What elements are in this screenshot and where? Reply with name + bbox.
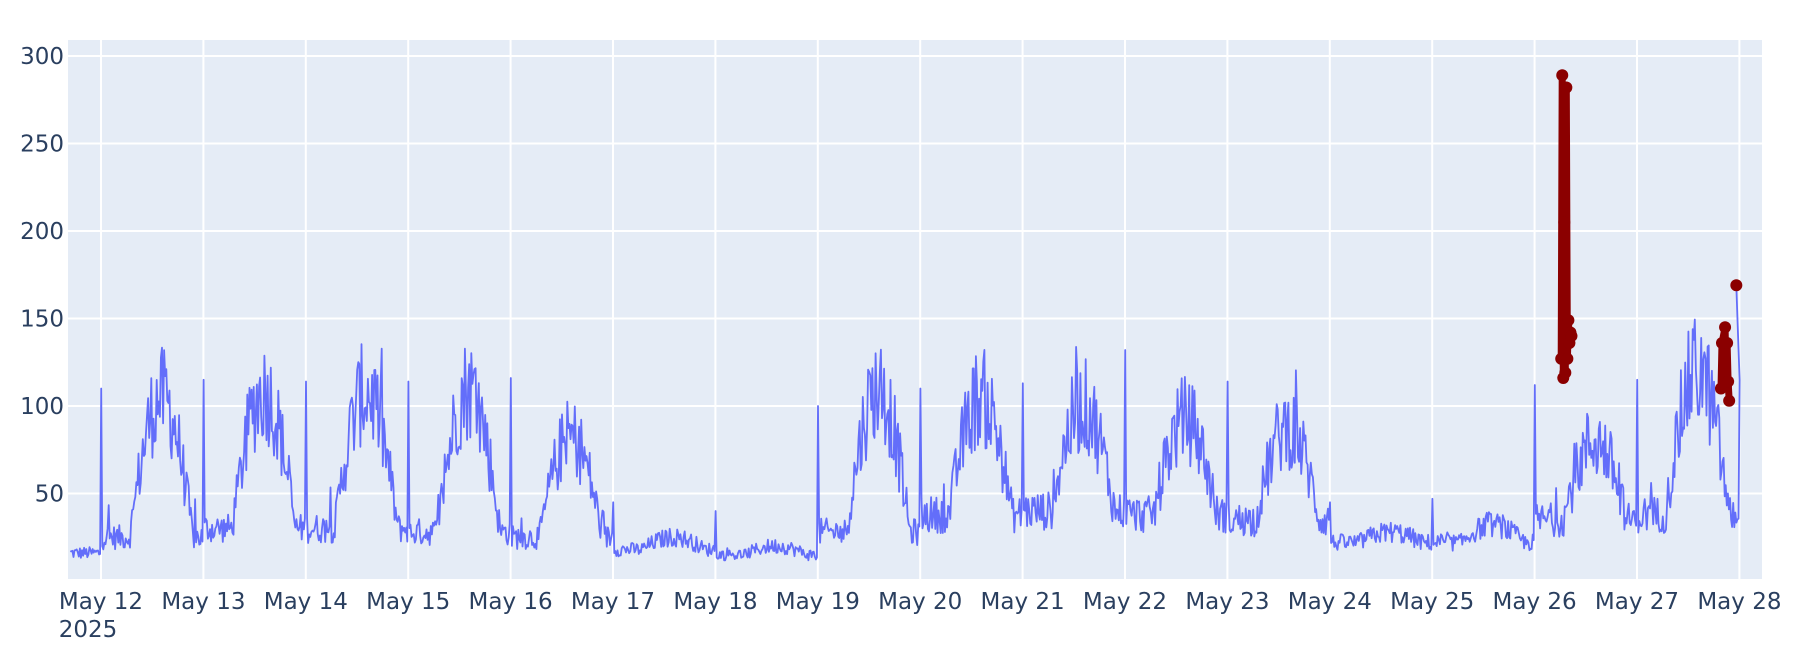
x-tick-label: May 12 [59,589,143,615]
values-line [70,285,1741,562]
x-gridlines [100,40,1741,579]
anomaly-point [1723,394,1736,407]
x-tick-label: May 16 [469,589,553,615]
y-tick-label: 200 [20,219,64,245]
anomaly-point [1719,321,1732,334]
y-tick-label: 250 [20,132,64,158]
x-tick-label: May 25 [1390,589,1474,615]
y-axis-tick-labels: 50 100 150 200 250 300 [20,44,64,508]
y-tick-label: 300 [20,44,64,70]
x-tick-label: May 22 [1083,589,1167,615]
anomaly-point [1558,216,1571,229]
anomaly-point [1721,337,1734,349]
anomaly-point [1565,330,1578,342]
x-tick-label: May 28 [1697,589,1781,615]
y-tick-label: 100 [20,394,64,420]
x-tick-label: May 27 [1595,589,1679,615]
anomaly-markers [1555,69,1743,407]
values-line-path [70,285,1741,562]
y-tick-label: 50 [35,482,64,508]
y-tick-label: 150 [20,307,64,333]
anomaly-point [1561,352,1574,365]
x-tick-label: May 23 [1185,589,1269,615]
x-tick-label: May 18 [673,589,757,615]
anomaly-point [1559,366,1572,379]
x-tick-label: May 13 [161,589,245,615]
x-tick-label: May 19 [776,589,860,615]
x-tick-label: May 14 [264,589,348,615]
x-tick-label: May 15 [366,589,450,615]
anomaly-point [1562,314,1575,327]
x-tick-label: May 20 [878,589,962,615]
anomaly-point [1556,69,1569,82]
plot-area [68,40,1762,579]
x-tick-label: May 17 [571,589,655,615]
anomaly-point [1722,375,1735,388]
x-tick-label: May 21 [981,589,1065,615]
x-tick-year-label: 2025 [59,617,118,643]
anomaly-point [1730,279,1743,292]
x-tick-label: May 26 [1493,589,1577,615]
anomaly-point [1560,81,1573,94]
x-tick-label: May 24 [1288,589,1372,615]
